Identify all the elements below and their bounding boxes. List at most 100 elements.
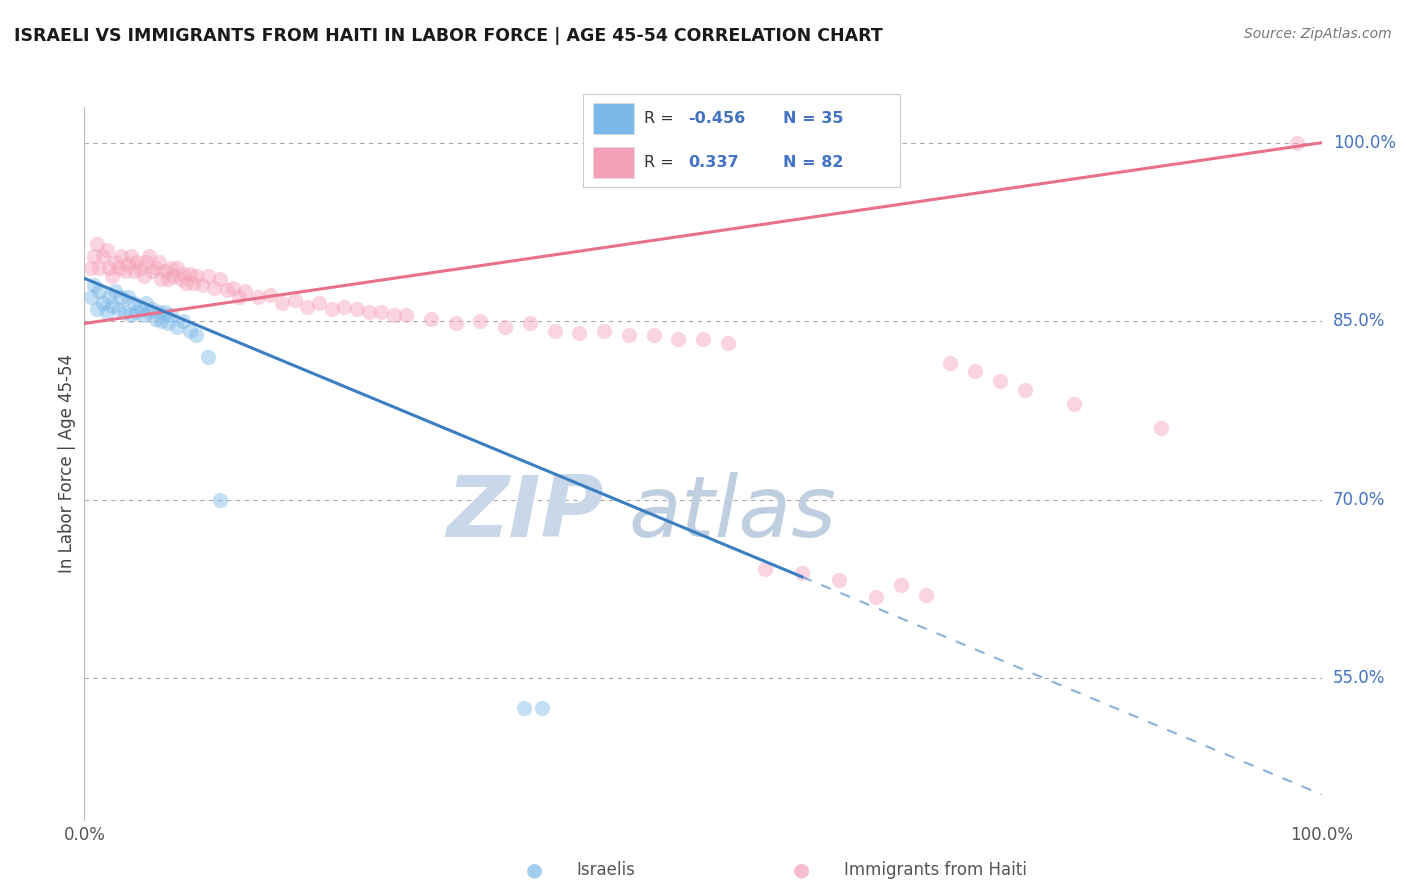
Point: [346, 302, 368, 317]
Point: [110, 249, 132, 263]
Text: R =: R =: [644, 111, 679, 126]
Point: [179, 324, 201, 338]
Text: 55.0%: 55.0%: [1333, 669, 1385, 687]
Point: [114, 264, 136, 278]
Point: [150, 272, 173, 286]
Text: 100.0%: 100.0%: [1333, 134, 1396, 152]
Point: [129, 300, 152, 314]
Point: [120, 249, 142, 263]
Text: ISRAELI VS IMMIGRANTS FROM HAITI IN LABOR FORCE | AGE 45-54 CORRELATION CHART: ISRAELI VS IMMIGRANTS FROM HAITI IN LABO…: [14, 27, 883, 45]
Point: [593, 324, 616, 338]
Point: [98, 260, 121, 275]
Point: [828, 574, 851, 588]
Point: [295, 300, 318, 314]
Point: [83, 278, 105, 293]
Point: [110, 290, 132, 304]
Point: [543, 324, 565, 338]
Point: [1285, 136, 1308, 150]
Point: [89, 285, 111, 299]
Text: 85.0%: 85.0%: [1333, 312, 1385, 330]
Point: [308, 296, 330, 310]
Point: [100, 299, 122, 313]
Point: [91, 249, 114, 263]
Point: [132, 268, 155, 283]
Text: N = 35: N = 35: [783, 111, 844, 126]
Text: N = 82: N = 82: [783, 155, 844, 170]
Point: [939, 356, 962, 370]
Point: [141, 264, 163, 278]
Text: -0.456: -0.456: [688, 111, 745, 126]
Point: [215, 283, 238, 297]
Point: [153, 304, 176, 318]
Point: [568, 326, 591, 340]
Text: ●: ●: [526, 860, 543, 880]
Point: [444, 317, 467, 331]
Point: [271, 296, 294, 310]
Point: [717, 335, 740, 350]
Text: ●: ●: [793, 860, 810, 880]
Point: [965, 364, 987, 378]
Bar: [593, 103, 634, 134]
Point: [145, 260, 167, 275]
Point: [395, 308, 418, 322]
Point: [166, 320, 188, 334]
Point: [122, 264, 145, 278]
Point: [122, 296, 145, 310]
Point: [494, 320, 516, 334]
Point: [83, 249, 105, 263]
Point: [135, 296, 157, 310]
Point: [988, 374, 1011, 388]
Point: [104, 285, 127, 299]
Point: [135, 254, 157, 268]
Point: [150, 314, 173, 328]
Point: [209, 272, 232, 286]
Point: [512, 700, 534, 714]
Point: [865, 590, 887, 604]
Point: [246, 290, 269, 304]
Text: 70.0%: 70.0%: [1333, 491, 1385, 508]
Point: [172, 267, 194, 281]
Point: [170, 272, 193, 286]
Text: 0.337: 0.337: [688, 155, 738, 170]
Point: [284, 293, 307, 307]
Point: [333, 300, 356, 314]
Point: [148, 304, 170, 318]
Point: [382, 308, 405, 322]
Point: [153, 264, 176, 278]
Point: [1014, 383, 1036, 397]
Point: [162, 268, 184, 283]
Point: [754, 561, 776, 575]
Point: [419, 311, 441, 326]
Point: [148, 254, 170, 268]
Point: [914, 588, 936, 602]
Point: [179, 267, 201, 281]
Point: [181, 276, 204, 290]
Point: [91, 296, 114, 310]
Point: [259, 288, 281, 302]
Point: [692, 332, 714, 346]
Point: [96, 304, 118, 318]
Point: [104, 254, 127, 268]
Point: [197, 350, 219, 364]
Point: [114, 304, 136, 318]
Point: [100, 268, 122, 283]
Text: Immigrants from Haiti: Immigrants from Haiti: [844, 861, 1026, 879]
Point: [1150, 421, 1173, 435]
Point: [617, 328, 640, 343]
Point: [96, 243, 118, 257]
Point: [519, 317, 541, 331]
Point: [209, 492, 232, 507]
Point: [222, 281, 245, 295]
Bar: [593, 147, 634, 178]
Point: [117, 290, 139, 304]
Point: [531, 700, 554, 714]
Point: [141, 302, 163, 317]
Point: [197, 268, 219, 283]
Point: [132, 308, 155, 322]
Point: [184, 328, 207, 343]
Point: [202, 281, 225, 295]
Point: [233, 285, 256, 299]
Point: [117, 257, 139, 271]
Text: Israelis: Israelis: [576, 861, 636, 879]
Point: [184, 268, 207, 283]
